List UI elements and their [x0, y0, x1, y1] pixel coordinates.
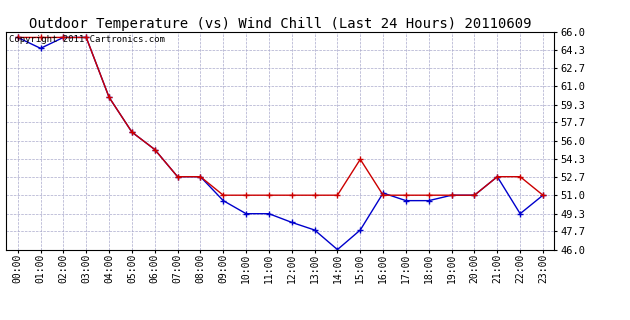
Title: Outdoor Temperature (vs) Wind Chill (Last 24 Hours) 20110609: Outdoor Temperature (vs) Wind Chill (Las… [29, 17, 532, 31]
Text: Copyright 2011 Cartronics.com: Copyright 2011 Cartronics.com [9, 35, 165, 44]
